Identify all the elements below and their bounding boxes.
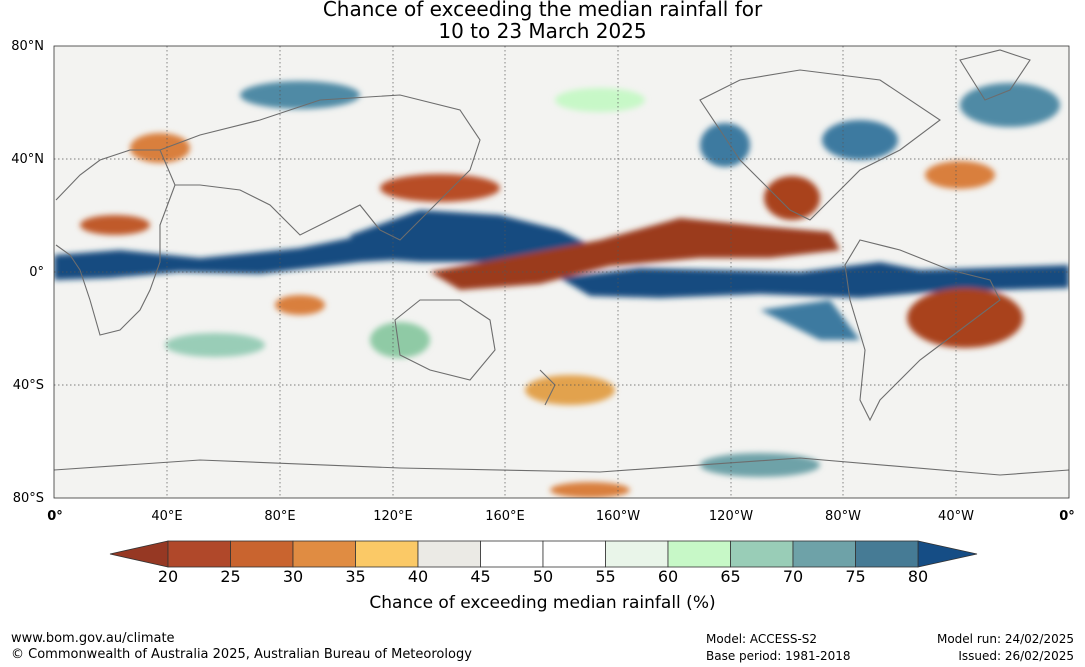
rainfall-map [53, 45, 1070, 499]
lon-label-40w: 40°W [938, 509, 974, 524]
wet-region-north-atlantic [960, 83, 1060, 127]
colorbar-segment [292, 540, 356, 568]
colorbar-low-extend [109, 540, 169, 568]
dry-region-north-atlantic [925, 161, 995, 189]
colorbar-tick-label: 20 [157, 567, 179, 586]
colorbar-segment [480, 540, 544, 568]
footer-issued: Issued: 26/02/2025 [958, 649, 1074, 663]
lat-label-40s: 40°S [12, 378, 44, 393]
wet-region-siberia [240, 81, 360, 109]
lat-label-80s: 80°S [12, 491, 44, 506]
colorbar-tick-label: 50 [532, 567, 554, 586]
colorbar-high-extend [917, 540, 978, 568]
colorbar-segment [417, 540, 481, 568]
north-america-outline [699, 69, 941, 221]
footer-model-run: Model run: 24/02/2025 [936, 632, 1074, 646]
eurasia-outline [159, 94, 481, 241]
footer-url: www.bom.gov.au/climate [11, 631, 175, 646]
dry-region-new-zealand [525, 375, 615, 405]
lon-label-80e: 80°E [264, 509, 296, 524]
colorbar-segment [730, 540, 794, 568]
colorbar-tick-label: 55 [595, 567, 616, 586]
lon-label-160w: 160°W [595, 509, 641, 524]
colorbar-segment [542, 540, 606, 568]
colorbar-label: Chance of exceeding median rainfall (%) [369, 593, 716, 613]
colorbar-segment [355, 540, 419, 568]
colorbar-tick-label: 40 [407, 567, 429, 586]
coastlines [54, 49, 1069, 476]
lon-label-120w: 120°W [708, 509, 754, 524]
wet-region-bering [555, 88, 645, 112]
wet-band-east-pacific [560, 262, 1069, 298]
dry-region-north-pacific [380, 174, 500, 202]
lon-label-40e: 40°E [151, 509, 183, 524]
footer-model: Model: ACCESS-S2 [706, 632, 818, 646]
colorbar-tick-label: 80 [907, 567, 929, 586]
wet-region-maritime-continent [350, 210, 600, 262]
wet-region-north-america [822, 120, 898, 160]
footer-base-period: Base period: 1981-2018 [706, 649, 851, 663]
wet-streak-southeast-pacific [760, 300, 860, 340]
dry-region-mediterranean [130, 133, 190, 163]
colorbar-segment [667, 540, 731, 568]
colorbar-tick-label: 70 [782, 567, 804, 586]
wet-region-australia [370, 322, 430, 358]
colorbar-tick-label: 65 [720, 567, 741, 586]
colorbar-tick-label: 75 [845, 567, 866, 586]
dry-region-arabia [80, 215, 150, 235]
lon-label-80w: 80°W [825, 509, 861, 524]
wet-region-south-indian-ocean [165, 333, 265, 357]
lat-label-40n: 40°N [11, 152, 44, 167]
colorbar-segments [167, 540, 919, 568]
colorbar-segment [855, 540, 919, 568]
africa-outline [55, 149, 176, 336]
dry-region-antarctic [550, 482, 630, 498]
dry-tongue-central-pacific [430, 218, 840, 290]
lat-label-80n: 80°N [11, 39, 44, 54]
antarctica-outline [54, 457, 1069, 476]
footer-copyright: © Commonwealth of Australia 2025, Austra… [11, 647, 472, 662]
australia-outline [394, 299, 496, 381]
colorbar-segment [167, 540, 231, 568]
wet-band-indian-ocean [54, 222, 440, 280]
colorbar-tick-label: 60 [657, 567, 679, 586]
map-frame [53, 45, 1070, 499]
colorbar-segment [605, 540, 669, 568]
colorbar-segment [792, 540, 856, 568]
probability-field [54, 81, 1069, 498]
colorbar-tick-label: 25 [220, 567, 241, 586]
graticule [54, 46, 1069, 498]
lon-label-0-west: 0° [47, 509, 63, 524]
dry-region-south-america [907, 288, 1023, 348]
lon-label-160e: 160°E [485, 509, 525, 524]
colorbar-tick-label: 35 [345, 567, 366, 586]
colorbar-tick-label: 30 [282, 567, 304, 586]
map-title-line-2: 10 to 23 March 2025 [438, 19, 647, 43]
lon-label-0-east: 0° [1059, 509, 1075, 524]
colorbar-tick-label: 45 [470, 567, 491, 586]
colorbar-segment [230, 540, 294, 568]
lon-label-120e: 120°E [373, 509, 413, 524]
map-title-line-1: Chance of exceeding the median rainfall … [322, 0, 763, 21]
dry-region-indian-ocean [275, 295, 325, 315]
south-america-outline [844, 239, 1001, 422]
dry-region-central-america [764, 176, 820, 220]
lat-label-equator: 0° [29, 265, 44, 280]
greenland-outline [959, 49, 1031, 101]
